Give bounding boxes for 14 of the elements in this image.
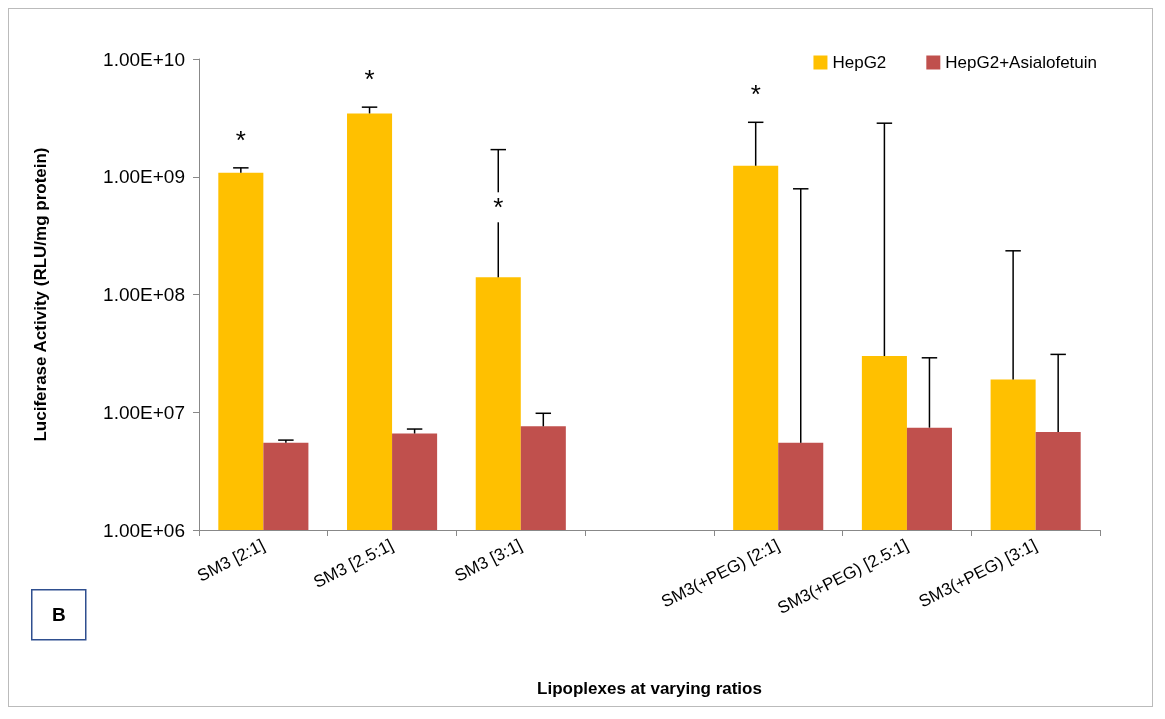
y-axis-title: Luciferase Activity (RLU/mg protein) (31, 147, 50, 442)
legend-label: HepG2+Asialofetuin (945, 53, 1098, 72)
y-tick-label: 1.00E+08 (103, 284, 185, 305)
annotation: * (493, 192, 504, 223)
annotation: * (235, 124, 246, 155)
y-tick-label: 1.00E+06 (103, 519, 185, 541)
annotation: * (364, 64, 375, 95)
annotation: * (750, 79, 761, 110)
y-tick-label: 1.00E+07 (103, 401, 185, 423)
legend-label: HepG2 (832, 53, 887, 72)
y-tick-label: 1.00E+10 (103, 48, 185, 70)
text: B (51, 604, 66, 626)
x-axis-title: Lipoplexes at varying ratios (537, 679, 762, 698)
y-tick-label: 1.00E+09 (103, 166, 185, 188)
